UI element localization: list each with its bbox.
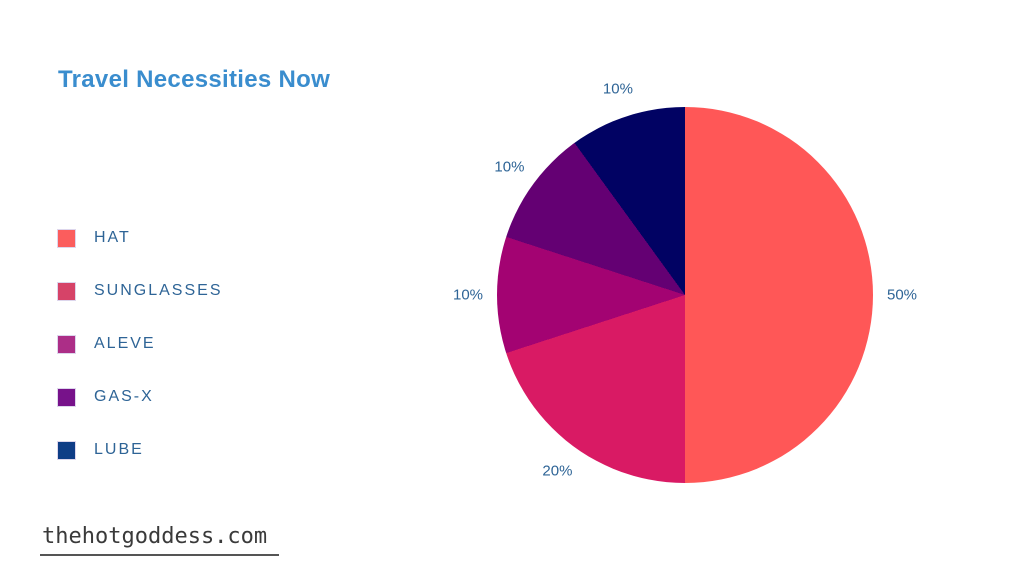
legend-item: HAT bbox=[57, 228, 222, 248]
legend-swatch-icon bbox=[57, 387, 76, 407]
pie-percent-label: 10% bbox=[452, 286, 484, 304]
pie-chart bbox=[497, 107, 873, 483]
legend-swatch-icon bbox=[57, 281, 76, 301]
legend-item-label: LUBE bbox=[94, 441, 144, 458]
legend-swatch-icon bbox=[57, 228, 76, 248]
pie-percent-label: 10% bbox=[494, 158, 525, 176]
legend-swatch-icon bbox=[57, 440, 76, 460]
legend-item: ALEVE bbox=[57, 334, 222, 354]
watermark-text: thehotgoddess.com bbox=[40, 524, 280, 556]
legend-item-label: ALEVE bbox=[94, 335, 156, 352]
pie-percent-label: 10% bbox=[602, 80, 633, 98]
legend-item-label: GAS-X bbox=[94, 388, 154, 405]
legend: HAT SUNGLASSES ALEVE GAS-X LUBE bbox=[57, 228, 222, 460]
legend-swatch-icon bbox=[57, 334, 76, 354]
legend-item: GAS-X bbox=[57, 387, 222, 407]
pie-percent-label: 50% bbox=[886, 286, 918, 304]
legend-item-label: SUNGLASSES bbox=[94, 282, 223, 299]
chart-title: Travel Necessities Now bbox=[58, 66, 331, 93]
legend-item-label: HAT bbox=[94, 229, 131, 246]
pie-percent-label: 20% bbox=[542, 462, 573, 480]
legend-item: LUBE bbox=[57, 440, 222, 460]
legend-item: SUNGLASSES bbox=[57, 281, 222, 301]
